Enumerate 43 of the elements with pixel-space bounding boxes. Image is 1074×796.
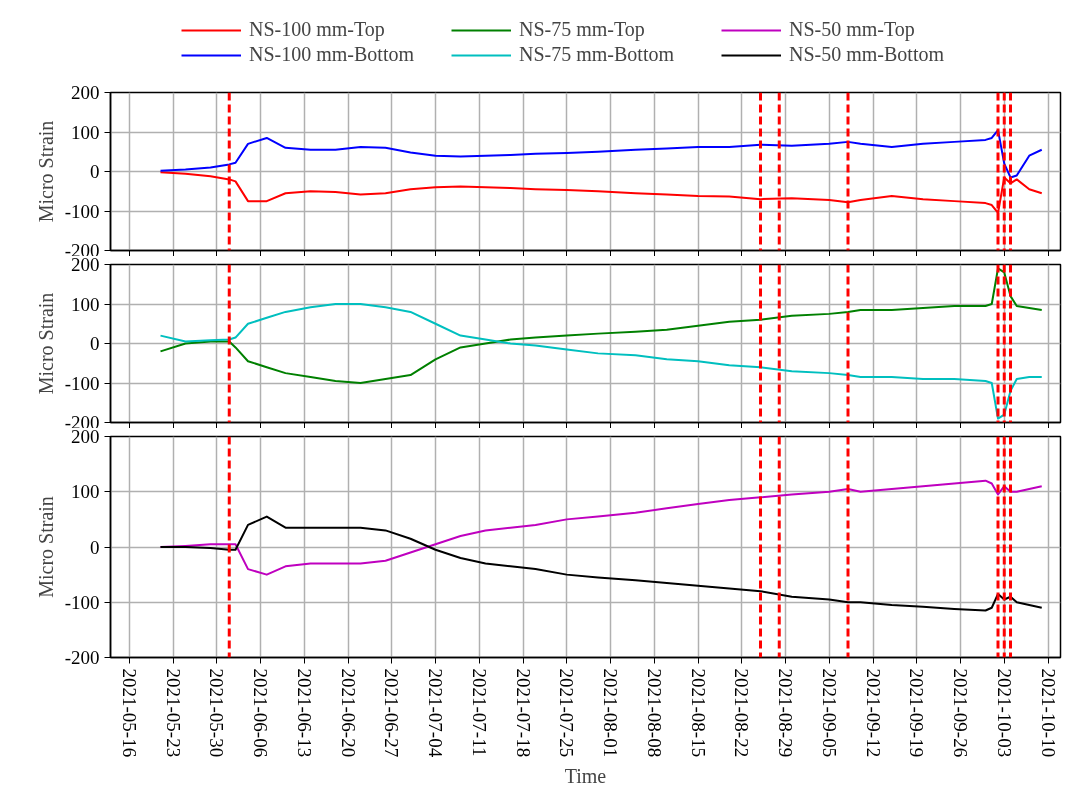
x-tick-label: 2021-05-30 xyxy=(206,668,228,758)
x-axis-title: Time xyxy=(564,765,607,788)
legend-label: NS-100 mm-Bottom xyxy=(249,43,415,66)
x-tick-label: 2021-09-05 xyxy=(818,668,840,758)
x-tick-label: 2021-09-19 xyxy=(906,668,928,758)
x-tick-label: 2021-08-22 xyxy=(731,668,753,758)
y-tick-label: 0 xyxy=(90,536,100,558)
y-tick-label: -100 xyxy=(64,372,100,394)
y-tick-label: 100 xyxy=(71,121,100,143)
y-tick-label: 100 xyxy=(71,293,100,315)
x-tick-label: 2021-07-04 xyxy=(425,668,446,758)
x-tick-label: 2021-05-23 xyxy=(162,668,184,758)
legend-label: NS-50 mm-Top xyxy=(789,18,916,41)
x-tick-label: 2021-09-26 xyxy=(950,668,971,758)
y-tick-label: -100 xyxy=(64,200,100,222)
x-tick-label: 2021-08-29 xyxy=(775,668,796,758)
x-tick-label: 2021-06-27 xyxy=(381,668,403,758)
y-axis-title: Micro Strain xyxy=(34,292,57,395)
x-tick-label: 2021-09-12 xyxy=(862,668,884,758)
x-tick-label: 2021-06-13 xyxy=(293,668,315,758)
x-tick-label: 2021-08-15 xyxy=(687,668,709,758)
y-tick-label: -100 xyxy=(64,591,100,613)
x-tick-label: 2021-10-10 xyxy=(1037,668,1059,758)
y-tick-label: 100 xyxy=(71,481,100,503)
y-tick-label: 200 xyxy=(71,82,100,103)
y-tick-label: -200 xyxy=(64,647,100,668)
y-axis-title: Micro Strain xyxy=(34,496,57,598)
legend-label: NS-100 mm-Top xyxy=(249,18,386,41)
legend-label: NS-75 mm-Bottom xyxy=(519,43,675,66)
x-tick-label: 2021-10-03 xyxy=(993,668,1015,758)
x-tick-label: 2021-07-11 xyxy=(468,668,490,757)
x-tick-label: 2021-05-16 xyxy=(118,668,140,758)
x-tick-label: 2021-08-08 xyxy=(643,668,665,758)
x-tick-label: 2021-06-20 xyxy=(337,668,359,758)
x-tick-label: 2021-06-06 xyxy=(250,668,271,758)
x-tick-label: 2021-07-25 xyxy=(556,668,578,758)
legend-label: NS-75 mm-Top xyxy=(519,18,646,41)
x-tick-label: 2021-07-18 xyxy=(512,668,534,758)
y-tick-label: 0 xyxy=(90,333,100,354)
y-tick-label: 0 xyxy=(90,161,100,182)
legend-label: NS-50 mm-Bottom xyxy=(789,43,945,66)
y-axis-title: Micro Strain xyxy=(34,120,57,223)
x-tick-label: 2021-08-01 xyxy=(600,668,621,758)
